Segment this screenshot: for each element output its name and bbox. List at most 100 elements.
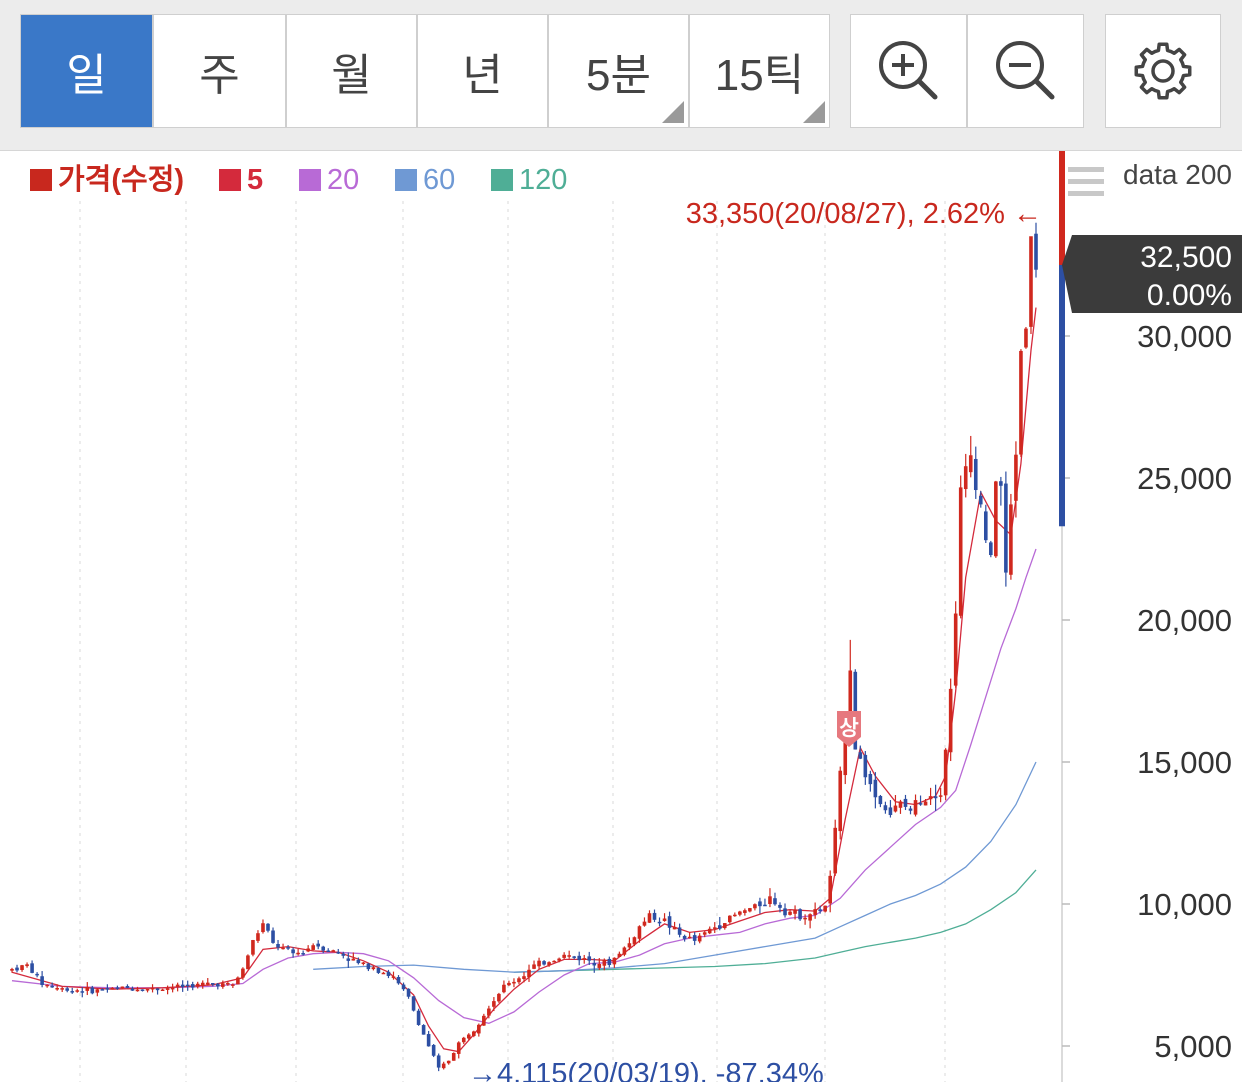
candle-body bbox=[517, 978, 521, 983]
candle-body bbox=[647, 913, 652, 923]
period-button-5[interactable]: 15틱 bbox=[690, 15, 829, 127]
data-count-icon bbox=[1068, 179, 1104, 184]
candle-body bbox=[748, 908, 752, 912]
period-label: 년 bbox=[462, 51, 503, 100]
candle-body bbox=[763, 904, 767, 907]
candle-body bbox=[100, 989, 105, 991]
candle-body bbox=[717, 925, 722, 929]
chart-canvas[interactable]: 가격(수정) 5 20 60 120 5,000 10,000 15,000 20,000 25… bbox=[0, 151, 1242, 1082]
data-count-label[interactable]: data 200 bbox=[1123, 159, 1232, 190]
candle-body bbox=[487, 1008, 491, 1016]
legend-swatch bbox=[299, 169, 321, 191]
candle-body bbox=[512, 981, 516, 984]
candle-body bbox=[738, 911, 742, 915]
zoom-controls bbox=[850, 14, 1084, 128]
price-chart[interactable]: 가격(수정) 5 20 60 120 5,000 10,000 15,000 20,000 25… bbox=[0, 151, 1242, 1082]
candle-body bbox=[205, 982, 210, 985]
candle-body bbox=[1014, 454, 1018, 501]
candle-body bbox=[346, 958, 351, 961]
y-tick-label: 10,000 bbox=[1137, 887, 1232, 922]
candle-body bbox=[155, 988, 160, 991]
period-button-2[interactable]: 월 bbox=[287, 15, 416, 127]
candle-body bbox=[226, 982, 230, 985]
settings-button[interactable] bbox=[1106, 15, 1220, 127]
zoom-in-icon bbox=[878, 41, 937, 100]
period-button-0[interactable]: 일 bbox=[21, 15, 152, 127]
candle-body bbox=[331, 950, 336, 952]
candle-body bbox=[266, 923, 270, 931]
candle-body bbox=[773, 898, 777, 905]
candle-body bbox=[482, 1015, 486, 1026]
candle-body bbox=[562, 954, 566, 958]
candle-body bbox=[165, 988, 170, 990]
candle-body bbox=[582, 958, 587, 960]
candle-body bbox=[461, 1037, 466, 1043]
candle-body bbox=[426, 1034, 431, 1047]
candle-body bbox=[30, 963, 34, 973]
candle-body bbox=[130, 988, 135, 991]
period-label: 월 bbox=[331, 51, 372, 100]
candle-body bbox=[231, 984, 235, 986]
candle-body bbox=[672, 926, 677, 930]
candle-body bbox=[436, 1055, 441, 1068]
upper-limit-label: 상 bbox=[839, 717, 858, 740]
legend: 가격(수정) 5 20 60 120 bbox=[30, 163, 567, 196]
candle-body bbox=[828, 875, 832, 904]
candle-body bbox=[547, 962, 551, 966]
zoom-out-button[interactable] bbox=[968, 15, 1083, 127]
y-tick-label: 20,000 bbox=[1137, 603, 1232, 638]
candle-body bbox=[85, 986, 90, 991]
y-tick-label: 25,000 bbox=[1137, 461, 1232, 496]
candle-body bbox=[246, 955, 250, 970]
candle-body bbox=[632, 937, 637, 945]
zoom-in-button[interactable] bbox=[851, 15, 966, 127]
candle-body bbox=[200, 982, 205, 986]
candle-body bbox=[336, 952, 341, 954]
candle-body bbox=[722, 923, 727, 929]
gear-icon bbox=[1134, 42, 1192, 100]
candle-body bbox=[943, 749, 948, 796]
settings-control bbox=[1105, 14, 1221, 128]
candle-body bbox=[652, 912, 657, 920]
candle-body bbox=[984, 511, 988, 541]
period-button-3[interactable]: 년 bbox=[418, 15, 547, 127]
y-tick-label: 5,000 bbox=[1154, 1029, 1232, 1064]
candle-body bbox=[190, 984, 195, 988]
candle-body bbox=[587, 956, 592, 961]
candle-body bbox=[251, 940, 255, 955]
candle-body bbox=[175, 984, 180, 988]
candle-body bbox=[999, 481, 1003, 486]
candle-body bbox=[989, 542, 993, 556]
candle-body bbox=[411, 996, 416, 1011]
period-label: 15틱 bbox=[714, 51, 805, 100]
candle-body bbox=[472, 1031, 476, 1036]
period-button-4[interactable]: 5분 bbox=[549, 15, 688, 127]
candle-body bbox=[953, 613, 958, 686]
min-price-annotation: →4,115(20/03/19), -87.34% bbox=[468, 1058, 824, 1082]
candle-body bbox=[963, 466, 968, 490]
candle-body bbox=[125, 986, 130, 988]
candle-body bbox=[45, 984, 49, 987]
candle-body bbox=[753, 904, 757, 909]
candle-body bbox=[271, 930, 275, 943]
current-change-label: 0.00% bbox=[1147, 279, 1232, 312]
data-count-icon bbox=[1068, 191, 1104, 196]
legend-swatch bbox=[491, 169, 513, 191]
period-selector: 일 주 월 년 5분 15틱 bbox=[20, 14, 830, 128]
candle-body bbox=[170, 987, 175, 990]
candle-body bbox=[15, 967, 19, 971]
candle-body bbox=[291, 949, 295, 954]
candle-body bbox=[923, 801, 928, 806]
period-button-1[interactable]: 주 bbox=[154, 15, 285, 127]
candle-body bbox=[216, 983, 220, 987]
candle-body bbox=[823, 905, 827, 912]
upper-limit-marker bbox=[837, 711, 861, 747]
legend-label: 60 bbox=[423, 164, 455, 196]
candle-body bbox=[868, 773, 873, 785]
candle-body bbox=[888, 807, 893, 815]
candle-body bbox=[697, 935, 702, 942]
range-bar-up bbox=[1059, 151, 1065, 265]
candle-body bbox=[140, 989, 145, 991]
candle-body bbox=[376, 967, 381, 973]
candle-body bbox=[75, 990, 80, 992]
